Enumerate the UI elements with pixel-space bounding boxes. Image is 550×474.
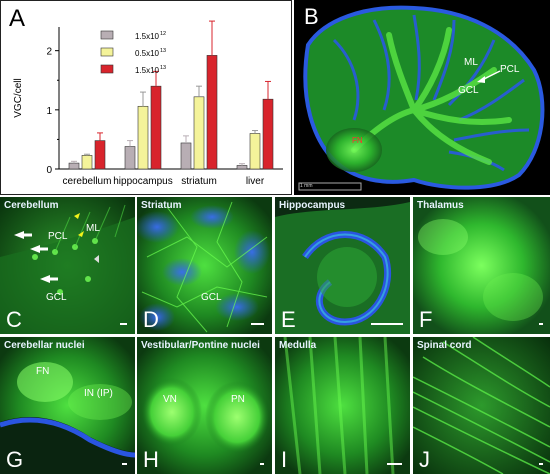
legend-swatch bbox=[100, 64, 114, 74]
panel-f-image: Thalamus F bbox=[413, 197, 550, 334]
legend-swatch bbox=[100, 47, 114, 57]
panel-b-letter: B bbox=[304, 4, 319, 29]
legend-exponent: 13 bbox=[160, 65, 166, 71]
panel-j-letter: J bbox=[419, 447, 430, 472]
scale-bar bbox=[539, 463, 543, 465]
label-in-g: IN (IP) bbox=[84, 388, 113, 399]
label-gcl-c: GCL bbox=[46, 292, 67, 303]
legend-exponent: 12 bbox=[160, 31, 166, 37]
scale-bar bbox=[120, 323, 127, 325]
legend-exponent: 13 bbox=[160, 48, 166, 54]
panel-a-chart: A 0 1 2 VGC/cell cerebellum hippocampus striat… bbox=[0, 0, 292, 195]
bar bbox=[94, 140, 106, 170]
legend-entry: 1.5x10 bbox=[135, 32, 160, 41]
panel-g-letter: G bbox=[6, 447, 24, 472]
legend-entry: 0.5x10 bbox=[135, 49, 160, 58]
legend-swatch bbox=[100, 30, 114, 40]
panel-f-letter: F bbox=[419, 307, 433, 332]
label-gcl: GCL bbox=[458, 85, 479, 96]
thalamus-micrograph bbox=[413, 197, 550, 334]
label-pn: PN bbox=[231, 394, 245, 405]
scale-bar bbox=[122, 463, 127, 465]
scale-bar bbox=[539, 323, 543, 325]
scale-bar bbox=[387, 463, 402, 465]
bar bbox=[236, 165, 248, 170]
label-ml-c: ML bbox=[86, 223, 100, 234]
cerebellum-section-image bbox=[294, 0, 550, 195]
panel-f-title: Thalamus bbox=[417, 200, 464, 211]
label-fn-g: FN bbox=[36, 366, 50, 377]
label-pcl-c: PCL bbox=[48, 231, 68, 242]
panel-e-letter: E bbox=[281, 307, 296, 332]
x-tick-label: cerebellum bbox=[63, 176, 112, 187]
panel-c-title: Cerebellum bbox=[4, 200, 59, 211]
panel-g-title: Cerebellar nuclei bbox=[4, 340, 85, 351]
panel-i-image: Medulla I bbox=[275, 337, 410, 474]
vestibular-pontine-micrograph bbox=[137, 337, 272, 474]
y-tick-label: 1 bbox=[46, 106, 52, 117]
bar bbox=[150, 85, 162, 170]
panel-d-letter: D bbox=[143, 307, 159, 332]
panel-e-image: Hippocampus E bbox=[275, 197, 410, 334]
spinal-cord-micrograph bbox=[413, 337, 550, 474]
bar bbox=[180, 142, 192, 170]
bar bbox=[68, 162, 80, 170]
panel-g-image: Cerebellar nuclei FN IN (IP) G bbox=[0, 337, 135, 474]
label-pcl: PCL bbox=[500, 64, 520, 75]
scale-bar bbox=[260, 463, 264, 465]
label-ml: ML bbox=[464, 57, 478, 68]
arrow-icon bbox=[477, 70, 501, 83]
panel-d-image: Striatum GCL D bbox=[137, 197, 272, 334]
label-gcl-d: GCL bbox=[201, 292, 222, 303]
panel-a-letter: A bbox=[9, 5, 26, 32]
y-tick-label: 0 bbox=[46, 165, 52, 176]
label-vn: VN bbox=[163, 394, 177, 405]
striatum-micrograph bbox=[137, 197, 272, 334]
panel-h-title: Vestibular/Pontine nuclei bbox=[141, 340, 260, 351]
panel-d-title: Striatum bbox=[141, 200, 182, 211]
hippocampus-micrograph bbox=[275, 197, 410, 334]
panel-i-letter: I bbox=[281, 447, 288, 472]
bar bbox=[124, 146, 136, 170]
bar bbox=[193, 96, 205, 170]
scale-bar-text: 1 mm bbox=[300, 183, 313, 189]
cerebellum-micrograph bbox=[0, 197, 135, 334]
panel-i-title: Medulla bbox=[279, 340, 317, 351]
y-tick-label: 2 bbox=[46, 47, 52, 58]
label-fn: FN bbox=[352, 136, 363, 145]
x-tick-label: striatum bbox=[181, 176, 217, 187]
panel-e-title: Hippocampus bbox=[279, 200, 346, 211]
bar bbox=[81, 155, 93, 170]
panel-c-image: Cerebellum PCL ML GCL C bbox=[0, 197, 135, 334]
panel-j-image: Spinal cord J bbox=[413, 337, 550, 474]
y-axis-label: VGC/cell bbox=[13, 78, 24, 117]
panel-h-image: Vestibular/Pontine nuclei VN PN H bbox=[137, 337, 272, 474]
bar bbox=[137, 105, 149, 170]
x-tick-label: liver bbox=[246, 176, 265, 187]
panel-h-letter: H bbox=[143, 447, 159, 472]
panel-c-letter: C bbox=[6, 307, 22, 332]
scale-bar bbox=[251, 323, 264, 325]
cerebellar-nuclei-micrograph bbox=[0, 337, 135, 474]
scale-bar bbox=[371, 323, 403, 325]
medulla-micrograph bbox=[275, 337, 410, 474]
panel-j-title: Spinal cord bbox=[417, 340, 472, 351]
panel-b-image: B ML PCL GCL FN 1 mm bbox=[294, 0, 550, 195]
bar bbox=[249, 133, 261, 170]
legend-entry: 1.5x10 bbox=[135, 66, 160, 75]
bar bbox=[262, 98, 274, 170]
x-tick-label: hippocampus bbox=[113, 176, 172, 187]
bar bbox=[206, 55, 218, 170]
